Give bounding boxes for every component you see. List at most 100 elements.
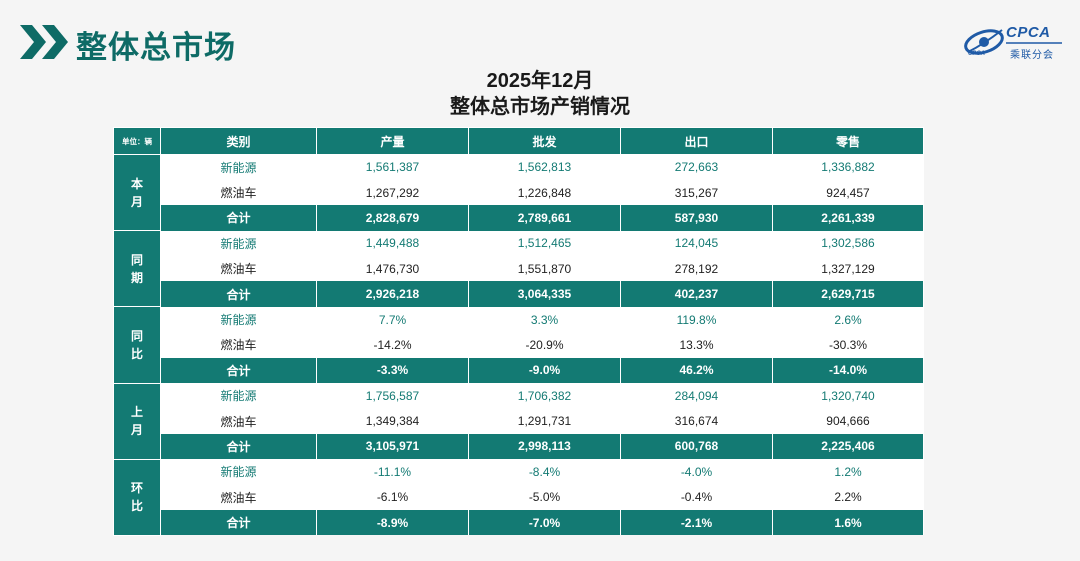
table-row: 燃油车 1,476,730 1,551,870 278,192 1,327,129 [114, 256, 924, 282]
value-cell: 284,094 [620, 383, 773, 409]
report-title: 整体总市场产销情况 [450, 96, 630, 118]
value-cell: 124,045 [620, 230, 773, 257]
column-header: 出口 [620, 127, 773, 155]
value-cell: 13.3% [620, 332, 773, 358]
table-row: 同期 新能源 1,449,488 1,512,465 124,045 1,302,586 [113, 230, 924, 308]
value-cell: 2,629,715 [772, 281, 924, 307]
value-cell: 904,666 [772, 408, 924, 434]
column-header: 类别 [160, 127, 317, 155]
category-cell: 燃油车 [160, 179, 317, 206]
category-cell: 燃油车 [160, 408, 317, 434]
logo-text: CPCA [1006, 24, 1051, 41]
value-cell: 1,291,731 [468, 408, 621, 434]
table-row: 上月 新能源 1,756,587 1,706,382 284,094 1,320,740 [113, 382, 924, 460]
row-group-label: 上月 [113, 382, 161, 460]
value-cell: -4.0% [620, 459, 773, 485]
value-cell: 7.7% [316, 306, 469, 333]
table-row: 合计 2,926,218 3,064,335 402,237 2,629,715 [114, 281, 924, 307]
cpca-logo-icon [964, 29, 1062, 55]
value-cell: 3,064,335 [468, 281, 621, 307]
row-group-label: 同比 [113, 306, 161, 384]
value-cell: 1,551,870 [468, 256, 621, 282]
logo-cn-text: 乘联分会 [1010, 50, 1054, 61]
value-cell: 1,226,848 [468, 179, 621, 206]
table-body: 本月 新能源 1,561,387 1,562,813 272,663 1,336,882 燃… [113, 153, 924, 536]
value-cell: 1,756,587 [316, 383, 469, 409]
row-group-label-text: 同期 [130, 252, 143, 285]
value-cell: 1,561,387 [316, 154, 469, 180]
category-cell: 新能源 [160, 230, 317, 257]
table-row: 环比 新能源 -11.1% -8.4% -4.0% 1.2% [113, 458, 924, 536]
value-cell: -2.1% [620, 509, 773, 536]
value-cell: -3.3% [316, 357, 469, 384]
value-cell: -5.0% [468, 484, 621, 510]
value-cell: 1,476,730 [316, 256, 469, 282]
value-cell: -8.4% [468, 459, 621, 485]
category-cell: 燃油车 [160, 484, 317, 510]
value-cell: 272,663 [620, 154, 773, 180]
value-cell: 315,267 [620, 179, 773, 206]
page-title: 整体总市场 [76, 30, 236, 65]
value-cell: -30.3% [772, 332, 924, 358]
table-row: 燃油车 -14.2% -20.9% 13.3% -30.3% [114, 332, 924, 358]
value-cell: -11.1% [316, 459, 469, 485]
value-cell: 2,261,339 [772, 205, 924, 231]
category-cell: 燃油车 [160, 332, 317, 358]
row-group-label: 环比 [113, 458, 161, 536]
table-row: 合计 2,828,679 2,789,661 587,930 2,261,339 [114, 205, 924, 231]
value-cell: 278,192 [620, 256, 773, 282]
report-date: 2025年12月 [486, 70, 594, 92]
row-group-label: 同期 [113, 230, 161, 308]
category-cell: 合计 [160, 433, 317, 460]
value-cell: 587,930 [620, 205, 773, 231]
value-cell: 3,105,971 [316, 433, 469, 460]
value-cell: 2,926,218 [316, 281, 469, 307]
value-cell: -14.0% [772, 357, 924, 384]
column-header: 零售 [772, 127, 924, 155]
value-cell: 1,706,382 [468, 383, 621, 409]
value-cell: 3.3% [468, 306, 621, 333]
category-cell: 燃油车 [160, 256, 317, 282]
table-row: 燃油车 1,267,292 1,226,848 315,267 924,457 [114, 179, 924, 206]
value-cell: 119.8% [620, 306, 773, 333]
category-cell: 新能源 [160, 154, 317, 180]
value-cell: 924,457 [772, 179, 924, 206]
row-group-label-text: 上月 [130, 405, 143, 438]
value-cell: 2,998,113 [468, 433, 621, 460]
category-cell: 合计 [160, 357, 317, 384]
value-cell: 1,512,465 [468, 230, 621, 257]
unit-label: 单位：辆 [113, 127, 161, 155]
value-cell: 1,320,740 [772, 383, 924, 409]
value-cell: 316,674 [620, 408, 773, 434]
category-cell: 合计 [160, 509, 317, 536]
table-header-row: 单位：辆 类别 产量 批发 出口 零售 [113, 127, 924, 155]
value-cell: 1,336,882 [772, 154, 924, 180]
row-group-label-text: 本月 [130, 176, 143, 209]
value-cell: 2.6% [772, 306, 924, 333]
logo-sub-text: CPCA [968, 51, 986, 57]
table-row: 同比 新能源 7.7% 3.3% 119.8% 2.6% [113, 306, 924, 384]
value-cell: 2.2% [772, 484, 924, 510]
category-cell: 合计 [160, 281, 317, 307]
table-row: 合计 3,105,971 2,998,113 600,768 2,225,406 [114, 433, 924, 460]
value-cell: 1,327,129 [772, 256, 924, 282]
table-row: 本月 新能源 1,561,387 1,562,813 272,663 1,336,882 [113, 153, 924, 232]
table-row: 合计 -3.3% -9.0% 46.2% -14.0% [114, 357, 924, 384]
value-cell: 46.2% [620, 357, 773, 384]
value-cell: -7.0% [468, 509, 621, 536]
value-cell: 1,302,586 [772, 230, 924, 257]
row-group-label-text: 环比 [130, 481, 143, 514]
value-cell: 1,562,813 [468, 154, 621, 180]
category-cell: 新能源 [160, 383, 317, 409]
table-row: 燃油车 -6.1% -5.0% -0.4% 2.2% [114, 484, 924, 510]
double-chevron-icon [20, 25, 68, 59]
row-group-label-text: 同比 [130, 328, 143, 361]
value-cell: 1.2% [772, 459, 924, 485]
header: 整体总市场 CPCA 乘联分会 CPCA [0, 0, 1080, 80]
row-group-label: 本月 [113, 153, 161, 232]
value-cell: 2,828,679 [316, 205, 469, 231]
value-cell: 1,267,292 [316, 179, 469, 206]
value-cell: -14.2% [316, 332, 469, 358]
value-cell: -9.0% [468, 357, 621, 384]
category-cell: 新能源 [160, 459, 317, 485]
